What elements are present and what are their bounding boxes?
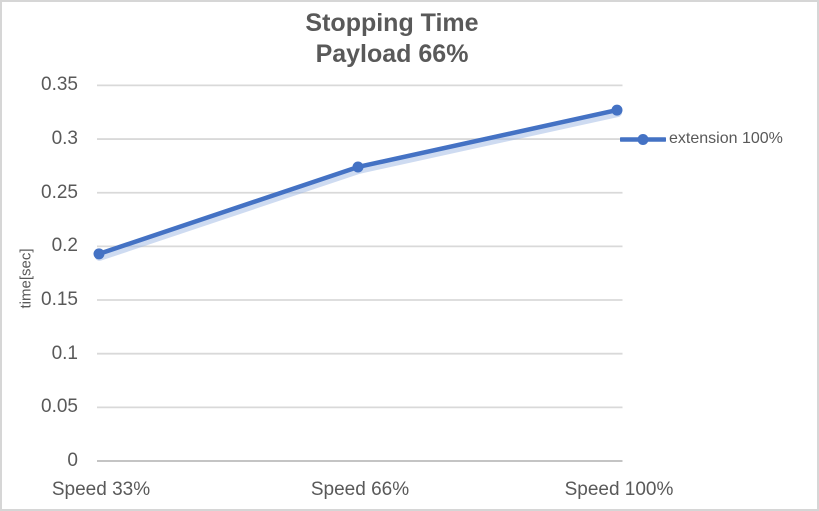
chart-title-line1: Stopping Time	[305, 9, 479, 37]
x-category-label: Speed 100%	[564, 479, 674, 500]
x-category-label: Speed 33%	[51, 479, 151, 500]
y-tick-label: 0.3	[51, 128, 78, 150]
x-category-label: Speed 66%	[310, 479, 410, 500]
y-tick-label: 0.25	[41, 181, 78, 203]
data-point-marker	[352, 161, 364, 173]
y-tick-label: 0.2	[51, 235, 78, 257]
chart-title: Stopping Time Payload 66%	[2, 8, 782, 70]
y-tick-label: 0.35	[41, 74, 78, 96]
y-tick-label: 0.1	[51, 342, 78, 364]
y-tick-label: 0	[67, 450, 78, 471]
legend-label: extension 100%	[669, 130, 783, 147]
y-tick-label: 0.05	[41, 396, 78, 418]
legend: extension 100%	[620, 130, 783, 148]
y-tick-label: 0.15	[41, 289, 78, 311]
legend-line-marker-icon	[620, 133, 666, 145]
series-glow	[95, 108, 622, 261]
data-point-marker	[611, 104, 623, 116]
chart-title-line2: Payload 66%	[315, 40, 469, 68]
data-point-marker	[93, 248, 105, 260]
